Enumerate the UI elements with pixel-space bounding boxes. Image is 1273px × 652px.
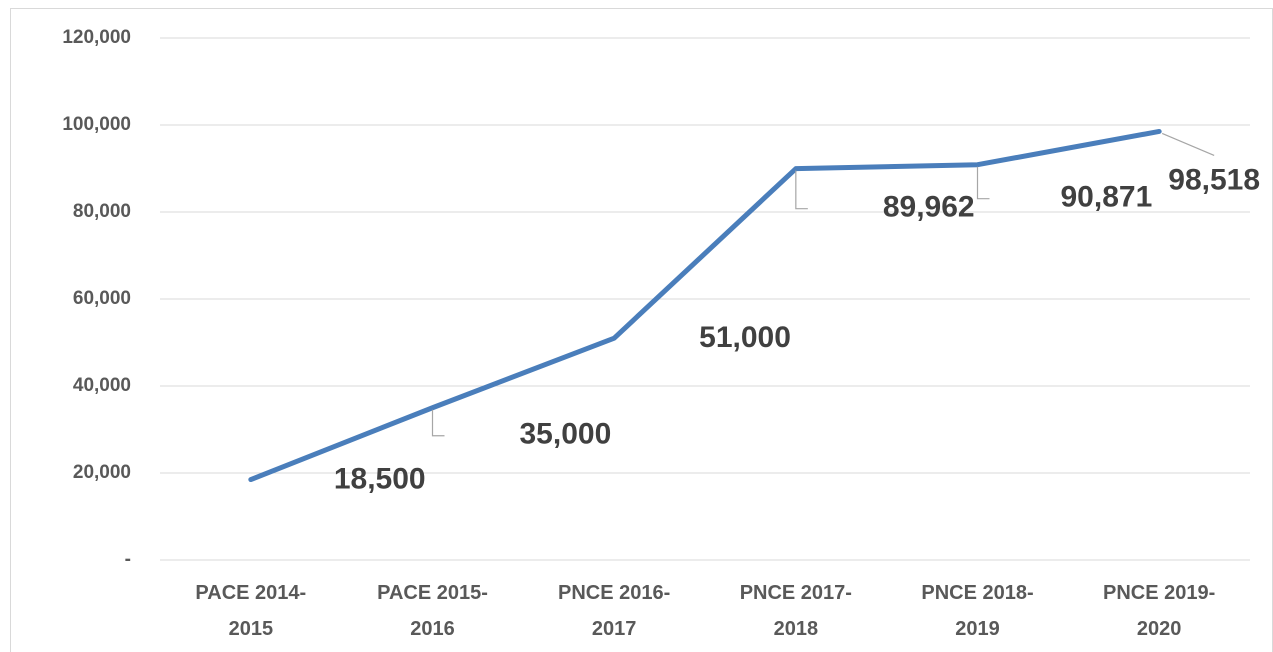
y-tick-label: 120,000 [62,27,131,48]
leader-line [431,409,445,437]
x-tick-label: PACE 2015-2016 [377,582,488,640]
leader-line [1161,132,1215,156]
data-label: 51,000 [699,321,791,354]
chart-frame [10,8,1273,652]
data-label: 90,871 [1061,181,1153,214]
y-tick-label: 40,000 [73,375,131,396]
leader-line [795,170,808,210]
y-tick-label: 20,000 [73,462,131,483]
data-label: 98,518 [1168,163,1260,196]
data-label: 89,962 [883,191,975,224]
y-tick-label: - [125,549,131,570]
x-tick-label: PNCE 2018-2019 [921,582,1033,640]
leader-line [976,166,990,200]
data-label: 35,000 [520,418,612,451]
y-tick-label: 60,000 [73,288,131,309]
y-tick-label: 80,000 [73,201,131,222]
data-label: 18,500 [334,462,426,495]
x-tick-label: PACE 2014-2015 [195,582,306,640]
x-tick-label: PNCE 2016-2017 [558,582,670,640]
x-tick-label: PNCE 2019-2020 [1103,582,1215,640]
x-tick-label: PNCE 2017-2018 [740,582,852,640]
line-series [248,128,1162,483]
y-tick-label: 100,000 [62,114,131,135]
